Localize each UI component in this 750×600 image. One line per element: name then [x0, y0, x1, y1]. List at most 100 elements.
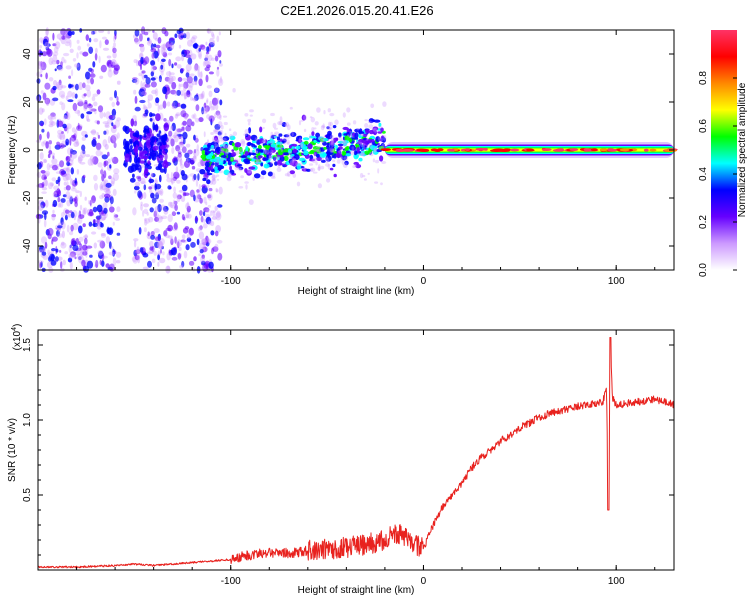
spectrogram-noise-mark [143, 184, 147, 191]
spectrogram-halo-mark [356, 141, 360, 145]
colorbar-tick-label: 0.8 [698, 71, 709, 85]
spectrogram-noise-mark [147, 98, 150, 104]
spectrogram-noise-mark [206, 98, 209, 103]
spectrogram-noise-mark [178, 189, 185, 193]
spectrogram-noise-mark [105, 236, 111, 244]
spectrogram-noise-mark [152, 30, 155, 33]
spectrogram-halo-mark [346, 107, 351, 113]
spectrogram-halo-mark [299, 162, 303, 167]
spectrogram-halo-mark [367, 121, 374, 124]
spectrogram-noise-mark [41, 128, 45, 133]
spectrogram-noise-mark [209, 100, 213, 109]
spectrogram-noise-mark [52, 51, 59, 57]
spectrogram-halo-mark [292, 157, 297, 162]
spectrogram-halo-mark [317, 136, 322, 140]
spectrogram-noise-mark [62, 174, 69, 182]
spectrogram-band-mark [379, 155, 384, 162]
spectrogram-noise-mark [189, 73, 195, 77]
spectrogram-band-mark [223, 169, 230, 176]
spectrogram-noise-mark [193, 42, 198, 49]
spectrogram-noise-mark [95, 142, 102, 151]
snr-frame [37, 329, 675, 571]
spectrogram-halo-mark [383, 135, 387, 141]
spectrogram-noise-mark [148, 156, 152, 160]
spectrogram-noise-mark [58, 79, 62, 86]
spectrogram-noise-mark [201, 90, 205, 99]
spectrogram-halo-mark [273, 133, 278, 139]
spectrogram-noise-mark [203, 218, 206, 224]
spectrogram-noise-mark [44, 97, 51, 105]
spectrogram-halo-mark [357, 153, 361, 157]
spectrogram-peak-mark [492, 148, 506, 152]
spectrogram-noise-mark [88, 103, 92, 107]
spectrogram-halo-mark [347, 134, 350, 137]
spectrogram-halo-mark [341, 159, 344, 165]
spectrogram-noise-mark [90, 77, 94, 85]
spectrogram-noise-mark [190, 241, 196, 248]
spectrogram-band-mark [227, 157, 231, 162]
spectrogram-noise-mark [193, 64, 198, 72]
spectrogram-band-mark [259, 149, 265, 153]
spectrogram-noise-mark [78, 256, 82, 260]
spectrogram-noise-mark [76, 125, 83, 131]
spectrogram-noise-mark [99, 240, 106, 249]
spectrogram-halo-mark [342, 141, 348, 148]
spectrogram-noise-mark [60, 211, 65, 218]
spectrogram-noise-mark [200, 92, 204, 100]
spectrogram-halo-mark [380, 137, 384, 142]
spectrogram-noise-mark [74, 180, 77, 184]
spectrogram-noise-mark [162, 251, 165, 256]
spectrogram-noise-mark [183, 92, 187, 100]
spectrogram-halo-mark [262, 138, 267, 144]
spectrogram-noise-mark [204, 67, 210, 72]
spectrogram-noise-mark [138, 227, 142, 235]
spectrogram-noise-mark [192, 155, 197, 160]
colorbar-tick-label: 0.6 [698, 119, 709, 133]
spectrogram-noise-mark [51, 236, 58, 242]
spectrogram-noise-mark [139, 45, 145, 53]
spectrogram-noise-mark [57, 256, 63, 261]
spectrogram-noise-mark [166, 265, 171, 271]
spectrogram-noise-mark [76, 253, 83, 261]
spectrogram-band-mark [200, 154, 207, 159]
spectrogram-noise-mark [165, 71, 172, 77]
spectrogram-halo-mark [373, 127, 378, 133]
spectrogram-halo-mark [270, 131, 274, 137]
spectrogram-noise-mark [51, 158, 58, 165]
spectrogram-noise-mark [97, 239, 104, 243]
spectrogram-noise-mark [168, 201, 173, 207]
spectrogram-halo-mark [239, 148, 244, 154]
spectrogram-noise-mark [70, 150, 77, 155]
spectrogram-halo-mark [326, 178, 331, 183]
spectrogram-noise-mark [98, 55, 101, 64]
spectrogram-noise-mark [183, 250, 188, 259]
spectrogram-noise-mark [108, 241, 112, 249]
spectrogram-noise-mark [153, 50, 159, 59]
spectrogram-noise-mark [47, 249, 51, 256]
spectrogram-halo-mark [292, 173, 297, 178]
spectrogram-noise-mark [143, 227, 147, 233]
spectrogram-band-mark [274, 161, 278, 166]
spectrogram-noise-mark [101, 154, 108, 160]
spectrogram-halo-mark [364, 123, 369, 128]
spectrogram-noise-mark [98, 29, 105, 33]
spectrogram-noise-mark [188, 260, 195, 266]
spectrogram-halo-mark [308, 133, 312, 140]
spectrogram-noise-mark [75, 250, 81, 256]
spectrogram-noise-mark [211, 173, 216, 182]
spectrogram-noise-mark [171, 63, 174, 69]
spectrogram-noise-mark [41, 141, 46, 147]
spectrogram-noise-mark [216, 68, 220, 77]
spectrogram-halo-mark [216, 157, 220, 164]
spectrogram-noise-mark [149, 112, 153, 118]
spectrogram-halo-mark [356, 128, 360, 131]
spectrogram-band-mark [344, 135, 350, 142]
spectrogram-noise-mark [154, 183, 157, 191]
spectrogram-noise-mark [197, 226, 203, 232]
spectrogram-xtick-label: 100 [608, 276, 625, 287]
spectrogram-noise-mark [216, 66, 220, 70]
spectrogram-peak-mark [430, 148, 438, 152]
spectrogram-noise-mark [140, 163, 145, 168]
spectrogram-band-mark [244, 151, 249, 156]
spectrogram-halo-mark [365, 137, 369, 141]
